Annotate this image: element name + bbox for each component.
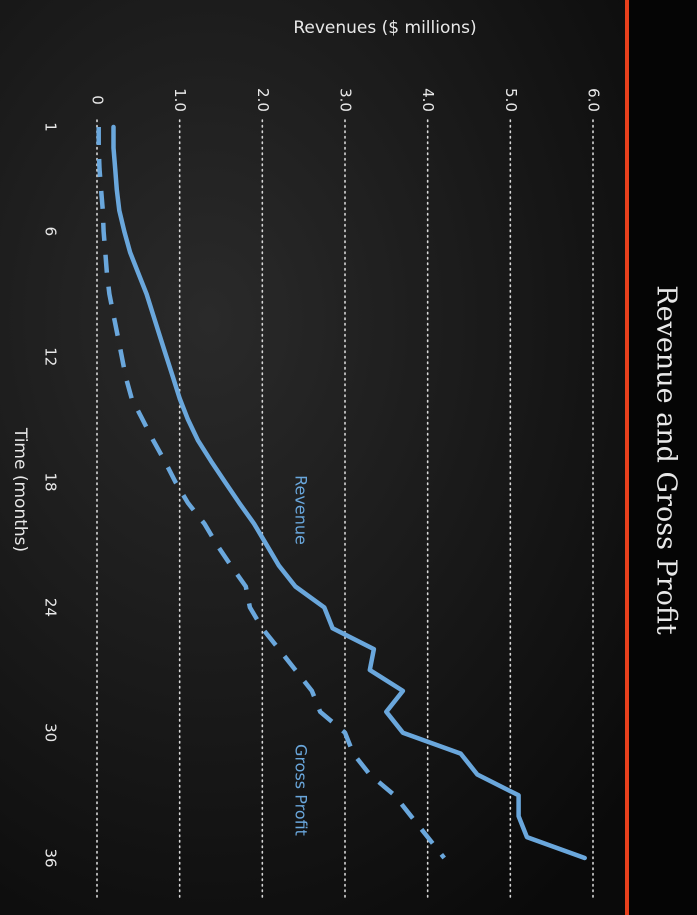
- chart-title: Revenue and Gross Profit: [651, 285, 682, 635]
- y-tick-label: 4.0: [419, 88, 437, 112]
- x-tick-label: 1: [42, 122, 60, 132]
- x-tick-label: 24: [42, 598, 60, 617]
- series-label: Gross Profit: [292, 744, 311, 836]
- y-tick-label: 2.0: [254, 88, 272, 112]
- x-tick-label: 12: [42, 347, 60, 366]
- title-band: [627, 0, 697, 915]
- series-line: [96, 127, 446, 860]
- y-tick-label: 1.0: [171, 88, 189, 112]
- series-label: Revenue: [292, 475, 311, 545]
- y-tick-label: 0: [89, 95, 107, 105]
- x-tick-label: 36: [42, 848, 60, 867]
- x-axis-label: Time (months): [10, 427, 30, 552]
- x-tick-label: 30: [42, 723, 60, 742]
- y-tick-label: 3.0: [337, 88, 355, 112]
- x-tick-label: 6: [42, 227, 60, 237]
- series-line: [111, 124, 587, 861]
- x-tick-label: 18: [42, 473, 60, 492]
- y-axis-label: Revenues ($ millions): [293, 18, 476, 38]
- y-tick-label: 5.0: [502, 88, 520, 112]
- y-tick-label: 6.0: [585, 88, 603, 112]
